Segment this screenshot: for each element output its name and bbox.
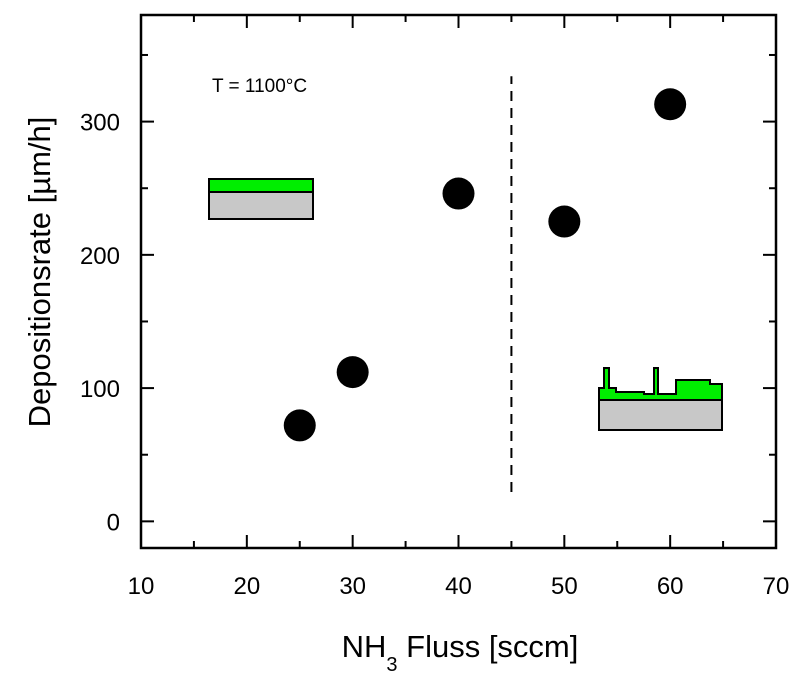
y-axis-label: Depositionsrate [µm/h] [22, 117, 57, 428]
annotation: T = 1100°C [212, 76, 307, 97]
y-tick-label: 100 [80, 376, 120, 403]
x-tick-label: 70 [763, 573, 790, 600]
x-label-part: Fluss [sccm] [398, 629, 579, 664]
x-tick-label: 30 [339, 573, 366, 600]
point [283, 409, 316, 442]
y-tick-label: 200 [80, 243, 120, 270]
y-tick-label: 300 [80, 110, 120, 137]
point [548, 205, 581, 238]
point [336, 356, 369, 389]
x-tick-label: 10 [128, 573, 155, 600]
inset-rough [598, 367, 723, 431]
x-axis-label: NH3 Fluss [sccm] [342, 629, 579, 675]
y-tick-label: 0 [107, 509, 120, 536]
x-label-part: NH [342, 629, 387, 664]
point [442, 177, 475, 210]
x-tick-label: 50 [551, 573, 578, 600]
inset-flat [208, 178, 314, 220]
point [654, 88, 687, 121]
x-tick-label: 20 [233, 573, 260, 600]
x-tick-label: 40 [445, 573, 472, 600]
x-tick-label: 60 [657, 573, 684, 600]
plot-frame [139, 13, 778, 550]
x-label-sub: 3 [386, 654, 397, 675]
